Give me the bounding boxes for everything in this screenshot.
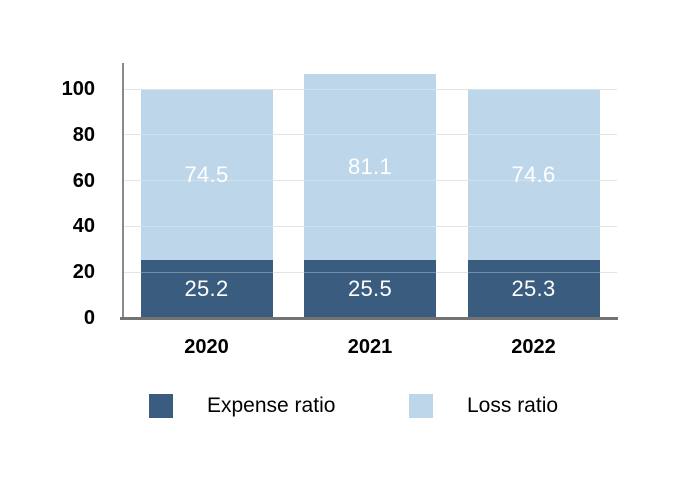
y-tick-label-0: 0 — [83, 307, 95, 329]
plot-area: 25.2 74.5 25.5 81.1 25.3 74.6 — [120, 63, 618, 320]
legend-swatch-expense-ratio — [149, 394, 173, 418]
bar-value-label: 25.3 — [511, 276, 556, 302]
bar-2020: 25.2 74.5 — [140, 63, 273, 318]
legend-item-expense-ratio: Expense ratio — [149, 394, 335, 418]
bar-value-label: 25.5 — [347, 275, 393, 301]
y-axis-line — [122, 63, 124, 320]
bar-segment-loss-ratio-2020: 74.5 — [140, 89, 273, 261]
legend-swatch-loss-ratio — [409, 394, 433, 418]
bar-2022: 25.3 74.6 — [467, 63, 600, 318]
bar-value-label: 74.6 — [511, 161, 556, 187]
gridline-overlay-100 — [123, 88, 617, 90]
gridline-overlay-40 — [123, 225, 617, 227]
bar-value-label: 81.1 — [347, 153, 393, 179]
bar-segment-expense-ratio-2020: 25.2 — [140, 260, 273, 318]
x-category-label-2020: 2020 — [184, 336, 229, 358]
gridline-overlay-80 — [123, 134, 617, 136]
bar-segment-expense-ratio-2022: 25.3 — [467, 260, 600, 318]
x-category-label-2022: 2022 — [511, 336, 556, 358]
gridline-overlay-60 — [123, 180, 617, 182]
y-tick-label-40: 40 — [72, 215, 95, 238]
x-category-label-2021: 2021 — [347, 336, 393, 358]
y-tick-label-20: 20 — [72, 261, 95, 284]
bar-2021: 25.5 81.1 — [304, 63, 436, 318]
legend-label-expense-ratio: Expense ratio — [207, 394, 336, 417]
y-tick-label-80: 80 — [72, 123, 95, 146]
y-tick-label-60: 60 — [72, 169, 95, 192]
legend-item-loss-ratio: Loss ratio — [409, 394, 558, 418]
gridline-overlay-20 — [123, 271, 617, 273]
x-axis-line — [120, 317, 618, 320]
bar-value-label: 74.5 — [184, 162, 229, 187]
legend-label-loss-ratio: Loss ratio — [467, 394, 559, 417]
bar-segment-expense-ratio-2021: 25.5 — [304, 259, 436, 318]
bar-segment-loss-ratio-2022: 74.6 — [467, 89, 600, 261]
y-tick-label-100: 100 — [61, 78, 95, 100]
bar-value-label: 25.2 — [184, 276, 229, 302]
bar-segment-loss-ratio-2021: 81.1 — [304, 73, 436, 260]
